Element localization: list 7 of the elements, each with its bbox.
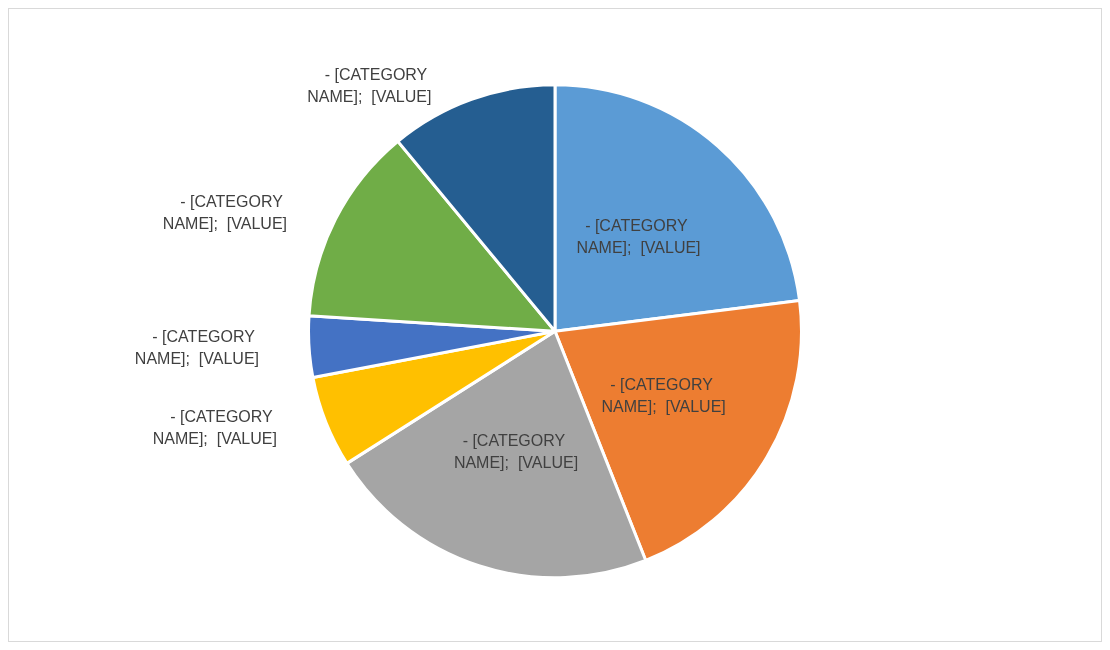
slice-label: - [CATEGORY NAME]; [VALUE] [134,328,260,368]
slice-label: - [CATEGORY NAME]; [VALUE] [601,376,726,416]
slice-label: - [CATEGORY NAME]; [VALUE] [576,217,701,257]
slice-label: - [CATEGORY NAME]; [VALUE] [152,408,277,448]
slice-label: - [CATEGORY NAME]; [VALUE] [307,65,432,105]
slice-label: - [CATEGORY NAME]; [VALUE] [162,193,288,233]
slice-label: - [CATEGORY NAME]; [VALUE] [453,431,579,471]
